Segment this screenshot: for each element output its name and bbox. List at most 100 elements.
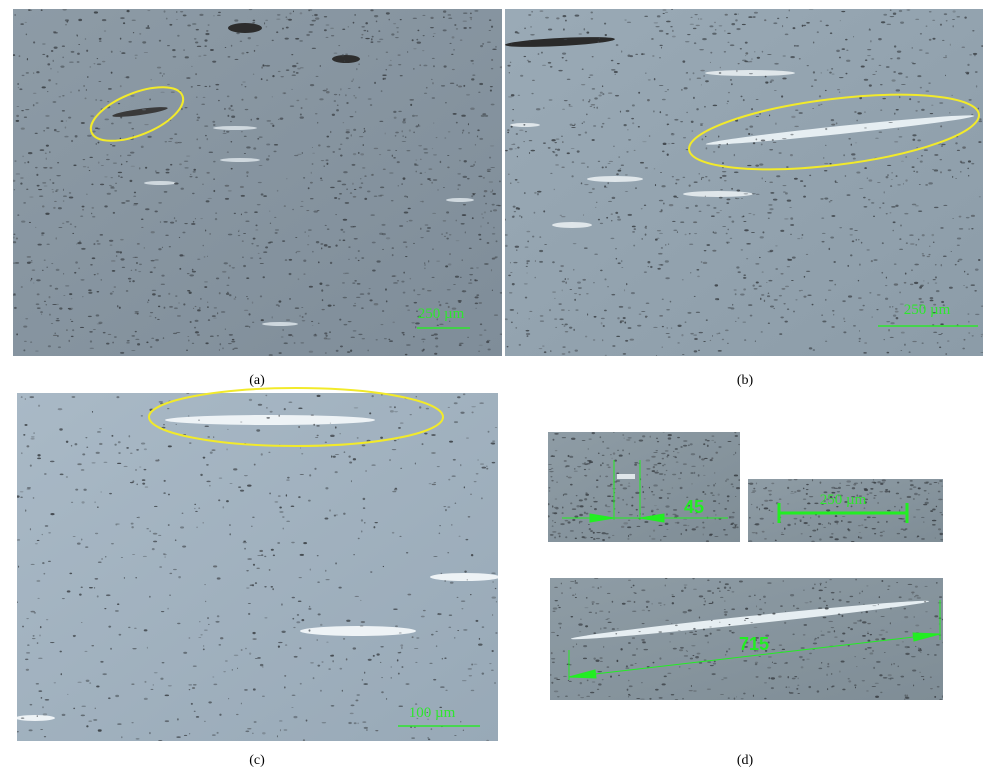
speck — [403, 334, 405, 335]
speck — [27, 161, 29, 163]
speck — [200, 634, 202, 635]
speck — [515, 327, 517, 328]
speck — [81, 248, 85, 250]
speck — [646, 601, 650, 603]
speck — [836, 522, 837, 524]
speck — [50, 68, 51, 70]
speck — [243, 265, 246, 267]
speck — [416, 396, 417, 397]
speck — [897, 184, 900, 185]
speck — [813, 643, 817, 645]
speck — [729, 587, 730, 589]
speck — [81, 622, 83, 623]
speck — [130, 453, 133, 454]
speck — [839, 670, 840, 672]
speck — [479, 402, 483, 404]
speck — [376, 653, 379, 655]
speck — [457, 396, 460, 398]
speck — [155, 170, 156, 172]
speck — [731, 591, 734, 592]
speck — [575, 538, 577, 539]
speck — [685, 41, 689, 42]
speck — [820, 583, 822, 584]
speck — [386, 52, 389, 53]
speck — [58, 227, 62, 228]
speck — [474, 481, 477, 482]
speck — [132, 20, 136, 21]
speck — [287, 477, 290, 479]
speck — [484, 190, 488, 192]
speck — [898, 129, 899, 130]
speck — [720, 597, 723, 598]
speck — [869, 492, 872, 493]
speck — [391, 200, 394, 201]
speck — [787, 258, 789, 260]
speck — [941, 333, 943, 334]
speck — [699, 49, 704, 50]
speck — [947, 340, 949, 342]
speck — [670, 301, 671, 303]
speck — [613, 146, 614, 147]
speck — [274, 501, 278, 503]
speck — [754, 288, 758, 289]
speck — [579, 294, 581, 295]
speck — [787, 524, 790, 526]
speck — [650, 436, 651, 438]
speck — [743, 660, 747, 661]
speck — [395, 135, 397, 136]
speck — [624, 124, 627, 126]
speck — [55, 288, 58, 290]
speck — [773, 22, 777, 24]
speck — [881, 482, 886, 483]
speck — [846, 60, 850, 62]
speck — [734, 698, 736, 700]
speck — [753, 16, 756, 18]
speck — [527, 335, 529, 337]
speck — [433, 179, 437, 180]
speck — [585, 336, 587, 338]
speck — [662, 683, 666, 685]
speck — [403, 241, 407, 243]
speck — [955, 142, 957, 144]
speck — [260, 664, 263, 666]
speck — [110, 144, 112, 145]
speck — [163, 554, 166, 555]
speck — [492, 581, 493, 582]
speck — [394, 117, 397, 119]
speck — [782, 138, 786, 139]
speck — [867, 647, 872, 648]
speck — [642, 610, 646, 611]
speck — [864, 127, 867, 128]
speck — [197, 309, 201, 311]
speck — [864, 342, 867, 344]
speck — [226, 448, 227, 450]
speck — [37, 308, 41, 309]
speck — [433, 65, 435, 67]
speck — [584, 498, 587, 500]
speck — [843, 537, 847, 539]
speck — [399, 706, 403, 707]
speck — [880, 629, 884, 631]
speck — [726, 233, 728, 235]
speck — [452, 69, 455, 70]
speck — [183, 303, 185, 305]
speck — [724, 51, 726, 52]
speck — [888, 678, 891, 679]
speck — [424, 265, 425, 266]
speck — [384, 338, 387, 339]
speck — [562, 353, 566, 354]
speck — [971, 114, 973, 115]
speck — [243, 542, 247, 543]
speck — [353, 196, 357, 198]
speck — [562, 290, 563, 292]
speck — [40, 626, 42, 628]
speck — [787, 487, 789, 489]
speck — [59, 96, 62, 97]
speck — [824, 170, 827, 171]
speck — [180, 11, 183, 12]
speck — [97, 595, 99, 597]
speck — [822, 321, 826, 323]
speck — [478, 92, 480, 93]
speck — [308, 31, 312, 32]
speck — [857, 112, 862, 114]
